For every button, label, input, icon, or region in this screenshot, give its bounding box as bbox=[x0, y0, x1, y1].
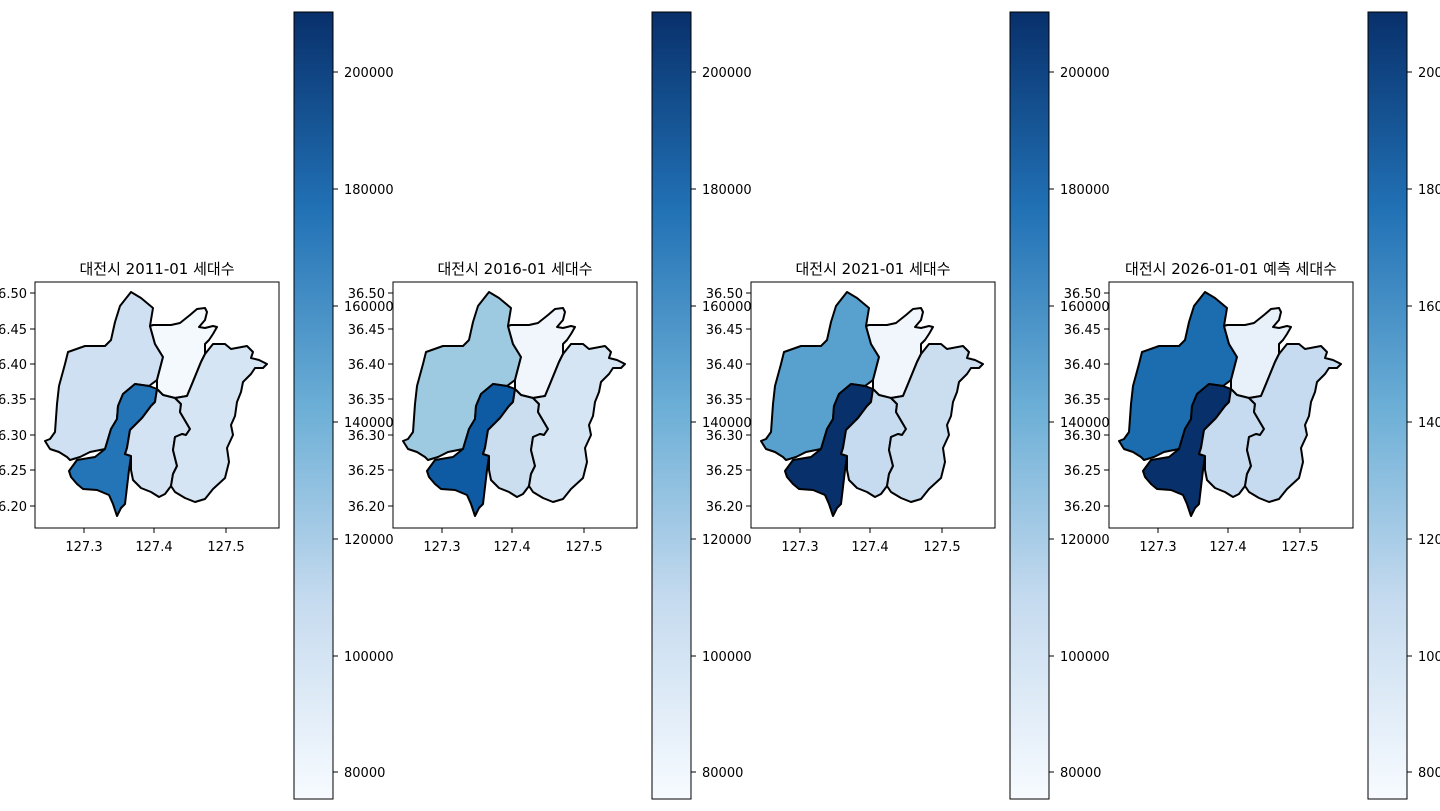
y-tick-label: 36.45 bbox=[348, 323, 385, 338]
map-axes: 127.3 127.4 127.5 36.50 36.45 36.40 36.3… bbox=[0, 281, 280, 555]
colorbar-tick-label: 180000 bbox=[1418, 183, 1440, 198]
y-tick-label: 36.40 bbox=[348, 358, 385, 373]
colorbar-tick-label: 160000 bbox=[1418, 300, 1440, 315]
x-tick-label: 127.3 bbox=[423, 540, 460, 555]
colorbar-tick-label: 120000 bbox=[702, 533, 752, 548]
map-panel-1: 대전시 2011-01 세대수 127.3 127.4 127.5 36.50 … bbox=[0, 11, 394, 800]
colorbar-tick-label: 140000 bbox=[1418, 416, 1440, 431]
y-axis: 36.50 36.45 36.40 36.35 36.30 36.25 36.2… bbox=[348, 287, 393, 515]
x-tick-label: 127.5 bbox=[1281, 540, 1318, 555]
colorbar-tick-label: 200000 bbox=[1418, 66, 1440, 81]
colorbar-tick-label: 120000 bbox=[1418, 533, 1440, 548]
colorbar-tick-label: 140000 bbox=[344, 416, 394, 431]
y-tick-label: 36.20 bbox=[1064, 500, 1101, 515]
colorbar-gradient bbox=[1009, 11, 1050, 800]
map-axes: 127.3 127.4 127.5 36.50 36.45 36.40 36.3… bbox=[1064, 281, 1354, 555]
y-tick-label: 36.40 bbox=[1064, 358, 1101, 373]
colorbar-tick-label: 180000 bbox=[1060, 183, 1110, 198]
y-tick-label: 36.50 bbox=[0, 287, 27, 302]
x-axis: 127.3 127.4 127.5 bbox=[423, 528, 603, 555]
y-tick-label: 36.35 bbox=[348, 393, 385, 408]
colorbar-tick-label: 160000 bbox=[344, 300, 394, 315]
colorbar-tick-label: 160000 bbox=[702, 300, 752, 315]
colorbar-tick-label: 100000 bbox=[1418, 650, 1440, 665]
y-tick-label: 36.25 bbox=[348, 464, 385, 479]
x-tick-label: 127.4 bbox=[135, 540, 172, 555]
map-panel-2: 대전시 2016-01 세대수 127.3 127.4 127.5 36.50 … bbox=[348, 11, 752, 800]
y-tick-label: 36.50 bbox=[348, 287, 385, 302]
y-axis: 36.50 36.45 36.40 36.35 36.30 36.25 36.2… bbox=[0, 287, 35, 515]
panel-title: 대전시 2016-01 세대수 bbox=[437, 260, 592, 278]
x-tick-label: 127.5 bbox=[207, 540, 244, 555]
y-tick-label: 36.25 bbox=[706, 464, 743, 479]
x-tick-label: 127.4 bbox=[851, 540, 888, 555]
x-tick-label: 127.3 bbox=[781, 540, 818, 555]
panel-title: 대전시 2026-01-01 예측 세대수 bbox=[1125, 260, 1337, 278]
colorbar-tick-label: 120000 bbox=[344, 533, 394, 548]
map-panel-3: 대전시 2021-01 세대수 127.3 127.4 127.5 36.50 … bbox=[706, 11, 1110, 800]
colorbar-tick-label: 180000 bbox=[344, 183, 394, 198]
y-tick-label: 36.30 bbox=[1064, 429, 1101, 444]
y-axis: 36.50 36.45 36.40 36.35 36.30 36.25 36.2… bbox=[1064, 287, 1109, 515]
x-axis: 127.3 127.4 127.5 bbox=[1139, 528, 1319, 555]
y-tick-label: 36.45 bbox=[0, 323, 27, 338]
x-tick-label: 127.3 bbox=[1139, 540, 1176, 555]
map-axes: 127.3 127.4 127.5 36.50 36.45 36.40 36.3… bbox=[348, 281, 638, 555]
colorbar-tick-label: 160000 bbox=[1060, 300, 1110, 315]
x-axis: 127.3 127.4 127.5 bbox=[781, 528, 961, 555]
y-tick-label: 36.25 bbox=[1064, 464, 1101, 479]
colorbar-tick-label: 200000 bbox=[344, 66, 394, 81]
y-tick-label: 36.20 bbox=[0, 500, 27, 515]
panel-title: 대전시 2021-01 세대수 bbox=[795, 260, 950, 278]
colorbar-tick-label: 100000 bbox=[702, 650, 752, 665]
y-tick-label: 36.20 bbox=[706, 500, 743, 515]
colorbar: 200000 180000 160000 140000 120000 10000… bbox=[293, 11, 394, 800]
y-tick-label: 36.30 bbox=[706, 429, 743, 444]
colorbar-gradient bbox=[293, 11, 334, 800]
y-axis: 36.50 36.45 36.40 36.35 36.30 36.25 36.2… bbox=[706, 287, 751, 515]
colorbar-tick-label: 80000 bbox=[702, 766, 743, 781]
y-tick-label: 36.35 bbox=[706, 393, 743, 408]
colorbar-tick-label: 80000 bbox=[344, 766, 385, 781]
y-tick-label: 36.35 bbox=[0, 393, 27, 408]
y-tick-label: 36.50 bbox=[706, 287, 743, 302]
colorbar-tick-label: 120000 bbox=[1060, 533, 1110, 548]
y-tick-label: 36.30 bbox=[348, 429, 385, 444]
colorbar: 200000 180000 160000 140000 120000 10000… bbox=[1367, 11, 1440, 800]
colorbar: 200000 180000 160000 140000 120000 10000… bbox=[1009, 11, 1110, 800]
y-tick-label: 36.45 bbox=[1064, 323, 1101, 338]
x-axis: 127.3 127.4 127.5 bbox=[65, 528, 245, 555]
colorbar-tick-label: 100000 bbox=[1060, 650, 1110, 665]
x-tick-label: 127.4 bbox=[493, 540, 530, 555]
colorbar-tick-label: 200000 bbox=[702, 66, 752, 81]
colorbar-gradient bbox=[651, 11, 692, 800]
y-tick-label: 36.40 bbox=[706, 358, 743, 373]
map-panel-4: 대전시 2026-01-01 예측 세대수 127.3 127.4 127.5 … bbox=[1064, 11, 1440, 800]
x-tick-label: 127.5 bbox=[565, 540, 602, 555]
panel-title: 대전시 2011-01 세대수 bbox=[79, 260, 234, 278]
colorbar-tick-label: 80000 bbox=[1060, 766, 1101, 781]
colorbar-tick-label: 180000 bbox=[702, 183, 752, 198]
y-tick-label: 36.25 bbox=[0, 464, 27, 479]
colorbar-tick-label: 200000 bbox=[1060, 66, 1110, 81]
x-tick-label: 127.4 bbox=[1209, 540, 1246, 555]
colorbar-tick-label: 140000 bbox=[702, 416, 752, 431]
y-tick-label: 36.30 bbox=[0, 429, 27, 444]
colorbar: 200000 180000 160000 140000 120000 10000… bbox=[651, 11, 752, 800]
x-tick-label: 127.3 bbox=[65, 540, 102, 555]
y-tick-label: 36.40 bbox=[0, 358, 27, 373]
y-tick-label: 36.45 bbox=[706, 323, 743, 338]
y-tick-label: 36.20 bbox=[348, 500, 385, 515]
colorbar-tick-label: 140000 bbox=[1060, 416, 1110, 431]
y-tick-label: 36.35 bbox=[1064, 393, 1101, 408]
colorbar-tick-label: 100000 bbox=[344, 650, 394, 665]
map-axes: 127.3 127.4 127.5 36.50 36.45 36.40 36.3… bbox=[706, 281, 996, 555]
colorbar-gradient bbox=[1367, 11, 1408, 800]
x-tick-label: 127.5 bbox=[923, 540, 960, 555]
colorbar-tick-label: 80000 bbox=[1418, 766, 1440, 781]
y-tick-label: 36.50 bbox=[1064, 287, 1101, 302]
